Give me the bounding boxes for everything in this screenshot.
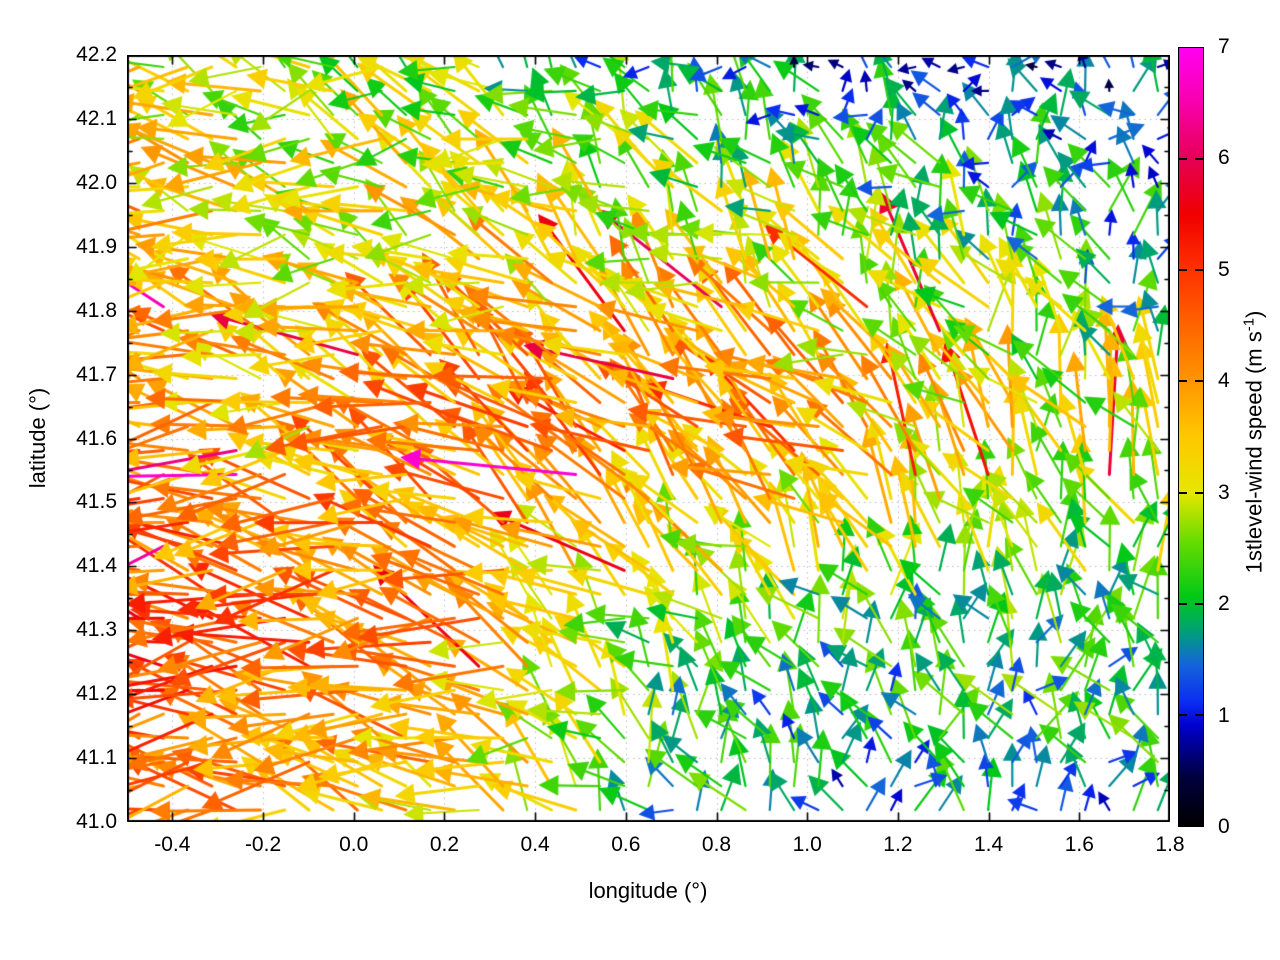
x-tick-label: 1.2: [883, 833, 913, 856]
x-tick-label: 1.8: [1155, 833, 1185, 856]
y-tick-label: 41.5: [76, 490, 117, 514]
colorbar-tick-mark: [1179, 380, 1187, 383]
y-tick-label: 41.3: [76, 618, 117, 642]
y-tick-label: 42.1: [76, 106, 117, 130]
colorbar-tick-mark: [1195, 269, 1203, 272]
y-tick-label: 41.7: [76, 362, 117, 386]
y-tick-label: 41.4: [76, 554, 117, 578]
x-tick-label: 0.6: [611, 833, 641, 856]
x-tick-label: -0.2: [244, 833, 282, 856]
x-tick-label: 1.4: [973, 833, 1004, 856]
y-tick-label: 41.9: [76, 234, 117, 258]
y-tick-label: 41.1: [76, 746, 117, 770]
colorbar-tick-mark: [1179, 491, 1187, 494]
y-tick-label: 42.0: [76, 170, 117, 194]
y-tick-label: 41.6: [76, 426, 117, 450]
x-tick-label: 1.0: [792, 833, 822, 856]
colorbar-tick-mark: [1195, 491, 1203, 494]
colorbar: [1178, 47, 1204, 827]
colorbar-tick-label: 3: [1218, 480, 1230, 504]
plot-area: [127, 55, 1170, 822]
y-tick-label: 41.8: [76, 298, 117, 322]
y-tick-label: 41.2: [76, 682, 117, 706]
colorbar-tick-label: 5: [1218, 257, 1230, 281]
colorbar-tick-mark: [1179, 158, 1187, 161]
x-tick-label: 0.0: [339, 833, 369, 856]
colorbar-label-text: 1stlevel-wind speed (m s: [1241, 331, 1267, 574]
colorbar-tick-label: 0: [1218, 815, 1230, 838]
colorbar-tick-mark: [1195, 158, 1203, 161]
colorbar-tick-mark: [1195, 380, 1203, 383]
colorbar-label-superscript: -1: [1240, 317, 1258, 332]
colorbar-tick-label: 2: [1218, 592, 1230, 616]
colorbar-label-close: ): [1241, 310, 1267, 318]
x-tick-label: 0.8: [701, 833, 732, 856]
y-axis-label: latitude (°): [25, 387, 50, 489]
vector-field-canvas: [127, 55, 1170, 822]
colorbar-tick-label: 1: [1218, 703, 1230, 727]
x-tick-label: -0.4: [154, 833, 191, 856]
x-tick-label: 0.2: [429, 833, 460, 856]
colorbar-tick-mark: [1179, 602, 1187, 605]
colorbar-tick-mark: [1195, 602, 1203, 605]
colorbar-tick-label: 4: [1218, 369, 1230, 393]
colorbar-tick-mark: [1195, 713, 1203, 716]
colorbar-tick-mark: [1179, 713, 1187, 716]
colorbar-tick-label: 6: [1218, 146, 1230, 170]
colorbar-tick-label: 7: [1218, 35, 1230, 58]
x-tick-label: 0.4: [520, 833, 550, 856]
y-tick-label: 41.0: [76, 810, 117, 833]
y-tick-label: 42.2: [76, 43, 117, 66]
colorbar-label: 1stlevel-wind speed (m s-1): [1240, 311, 1267, 574]
x-axis-label: longitude (°): [588, 878, 708, 903]
colorbar-tick-mark: [1179, 269, 1187, 272]
x-tick-label: 1.6: [1064, 833, 1094, 856]
